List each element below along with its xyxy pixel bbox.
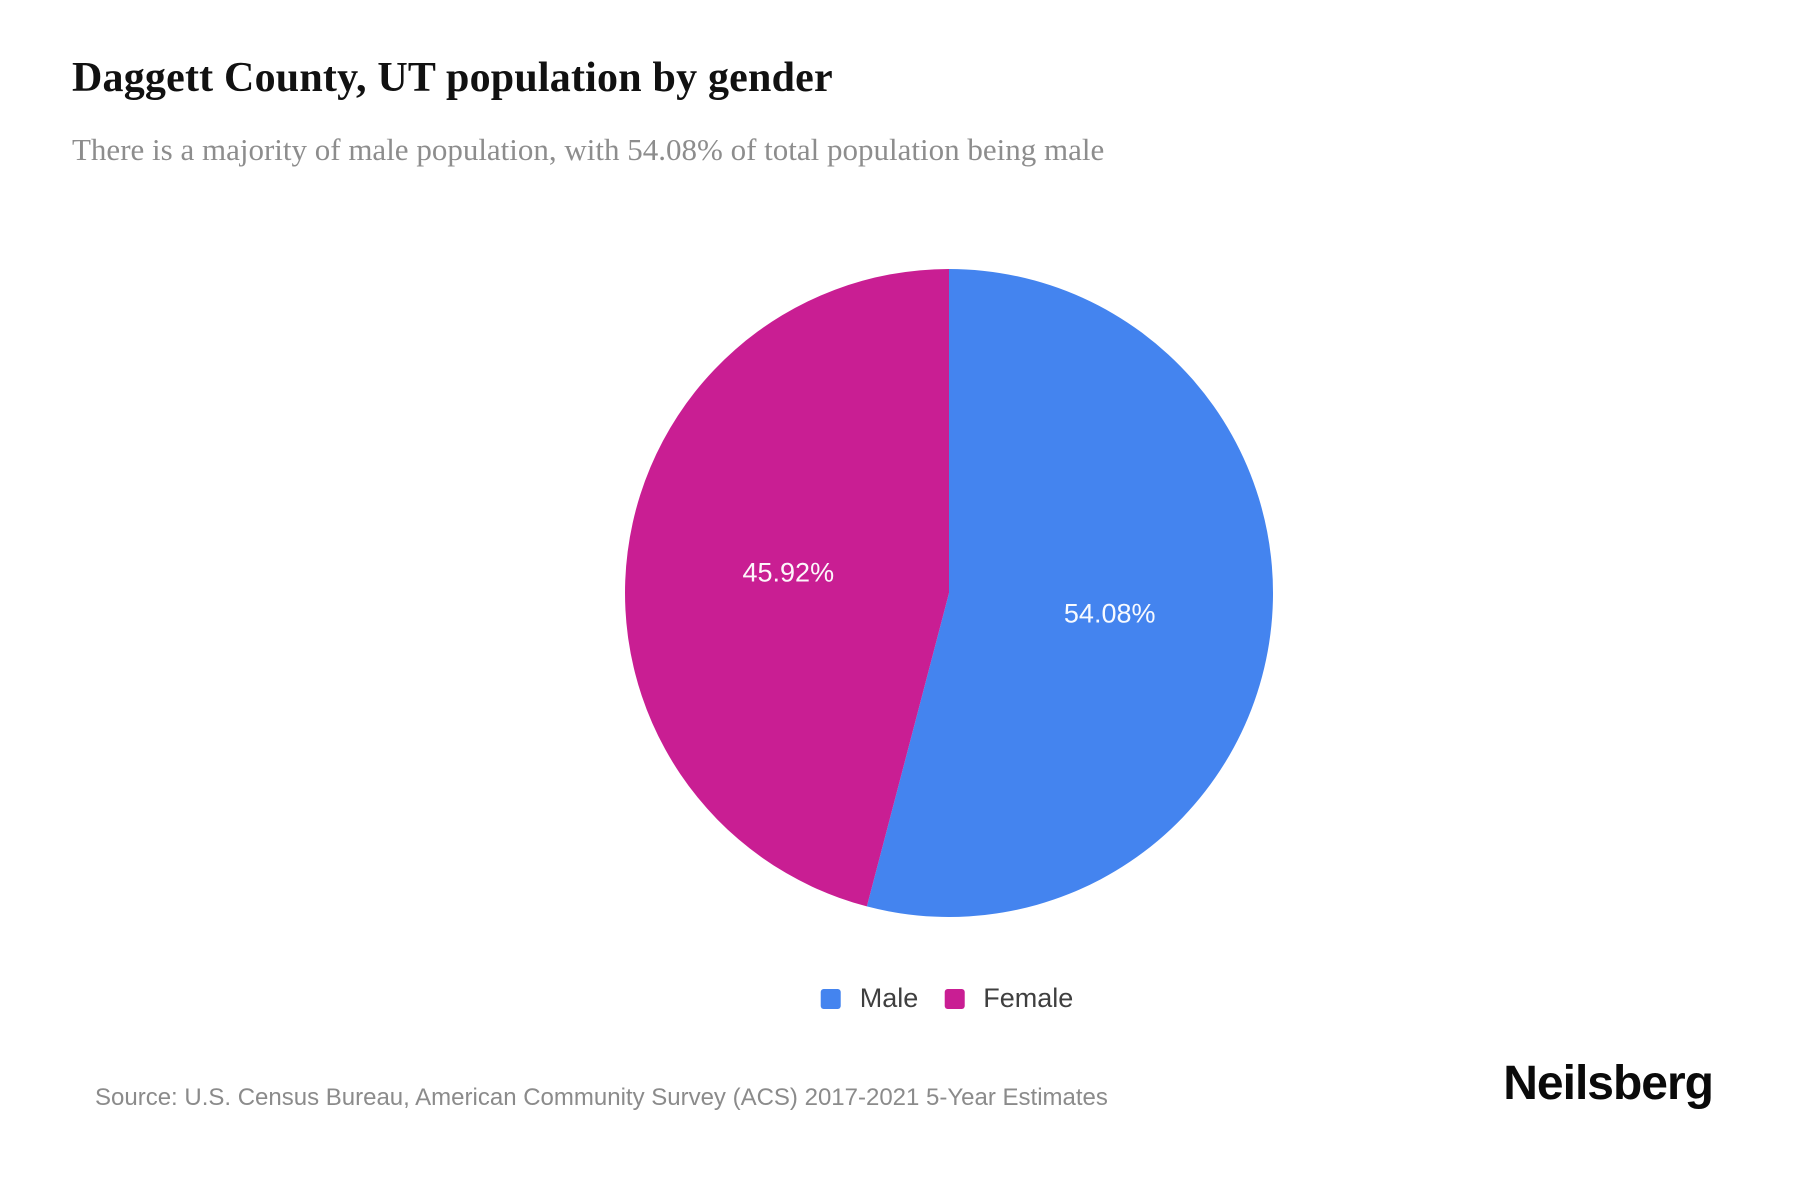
legend-label-female: Female — [983, 983, 1074, 1013]
pie-slice-label-female: 45.92% — [743, 557, 835, 587]
pie-slice-label-male: 54.08% — [1064, 599, 1156, 629]
legend-item-male[interactable]: Male — [820, 983, 919, 1013]
legend-marker-female — [944, 988, 965, 1009]
neilsberg-logo: Neilsberg — [1503, 1057, 1714, 1110]
legend-label-male: Male — [859, 983, 919, 1013]
legend-marker-male — [820, 988, 841, 1009]
chart-title: Daggett County, UT population by gender — [72, 55, 833, 101]
legend-item-female[interactable]: Female — [944, 985, 1073, 1012]
pie-chart: 54.08% 45.92% — [625, 269, 1274, 917]
chart-legend: Male Female — [820, 983, 1073, 1013]
pie-slice-male[interactable] — [866, 269, 1274, 917]
chart-subtitle: There is a majority of male population, … — [72, 132, 1105, 167]
pie-chart-area: 54.08% 45.92% — [599, 243, 1299, 943]
source-attribution: Source: U.S. Census Bureau, American Com… — [95, 1084, 1108, 1111]
pie-slice-female[interactable] — [625, 269, 949, 907]
